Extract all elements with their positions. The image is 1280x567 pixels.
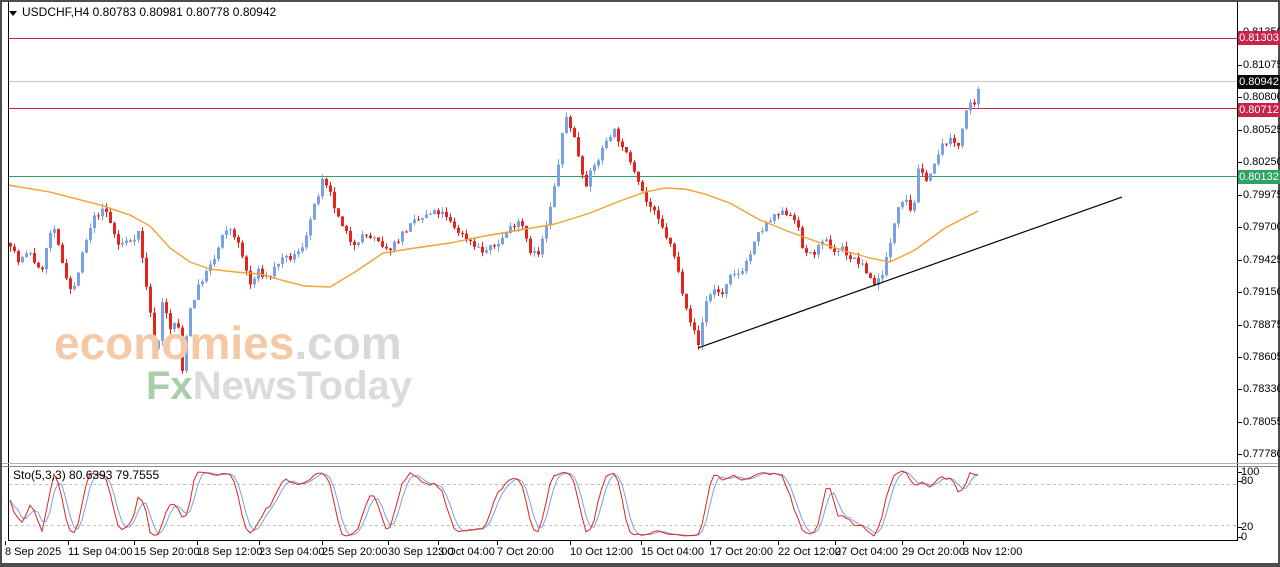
price-tick-label: 0.81075 [1243,59,1280,71]
price-tick-label: 0.78605 [1243,351,1280,363]
time-axis-label: 30 Sep 12:00 [388,546,454,558]
candlestick-series [9,86,980,374]
watermark-tagline-fx: Fx [146,364,193,408]
price-tick-label: 0.79150 [1243,286,1280,298]
stochastic-signal-line [9,471,979,537]
stochastic-main-line [9,470,979,537]
price-tick-label: 0.79425 [1243,254,1280,266]
chart-title-ohlc: USDCHF,H4 0.80783 0.80981 0.80778 0.8094… [22,5,277,19]
stochastic-scale-label: 20 [1241,521,1254,533]
time-axis-label: 18 Sep 12:00 [197,546,263,558]
time-axis-label: 7 Oct 20:00 [497,546,554,558]
time-axis-label: 15 Sep 20:00 [134,546,200,558]
price-tick-label: 0.80525 [1243,124,1280,136]
price-tick-label: 0.78055 [1243,416,1280,428]
time-axis-label: 15 Oct 04:00 [641,546,704,558]
panel-borders [2,2,1278,541]
time-axis-label: 3 Oct 04:00 [438,546,495,558]
watermark-tagline-rest: NewsToday [192,364,413,408]
time-axis-label: 17 Oct 20:00 [710,546,773,558]
main-chart-plot[interactable] [8,2,1237,462]
time-axis-label: 8 Sep 2025 [5,546,62,558]
price-axis[interactable] [1238,2,1280,540]
price-tick-label: 0.79975 [1243,189,1280,201]
stochastic-scale-label: 80 [1241,475,1254,487]
horizontal-level-lines [9,38,1237,177]
axis-tick-marks [5,32,1242,545]
price-level-badge: 0.81303 [1238,31,1280,45]
time-axis-label: 11 Sep 04:00 [68,546,133,558]
watermark-brand-domain: .com [294,317,402,369]
price-tick-label: 0.77780 [1243,448,1280,460]
price-tick-label: 0.79700 [1243,221,1280,233]
stochastic-panel[interactable] [8,467,1237,539]
price-level-badge: 0.80132 [1238,170,1280,184]
time-axis-label: 27 Oct 04:00 [835,546,898,558]
time-axis[interactable] [2,541,1237,561]
time-axis-label: 25 Sep 20:00 [322,546,388,558]
moving-average-line [7,184,979,288]
price-level-badge: 0.80712 [1238,103,1280,117]
price-tick-label: 0.80250 [1243,156,1280,168]
stochastic-scale-label: 100 [1241,466,1260,478]
watermark-brand: economies.com [54,316,402,370]
stochastic-scale-label: 0 [1241,531,1248,543]
time-axis-label: 29 Oct 20:00 [902,546,965,558]
time-axis-label: 3 Nov 12:00 [963,546,1023,558]
price-tick-label: 0.80800 [1243,91,1280,103]
price-tick-label: 0.78875 [1243,319,1280,331]
trendline [697,196,1123,349]
price-tick-label: 0.78330 [1243,383,1280,395]
stochastic-indicator-label: Sto(5,3,3) 80.6393 79.7555 [13,468,160,482]
watermark-tagline: FxNewsToday [146,364,412,409]
stochastic-level-lines [9,484,1237,526]
time-axis-label: 23 Sep 04:00 [259,546,325,558]
price-level-badge: 0.80942 [1238,75,1280,89]
symbol-dropdown-icon[interactable] [9,11,17,16]
time-axis-label: 10 Oct 12:00 [570,546,633,558]
time-axis-label: 22 Oct 12:00 [778,546,841,558]
watermark-brand-name: economies [54,317,295,369]
